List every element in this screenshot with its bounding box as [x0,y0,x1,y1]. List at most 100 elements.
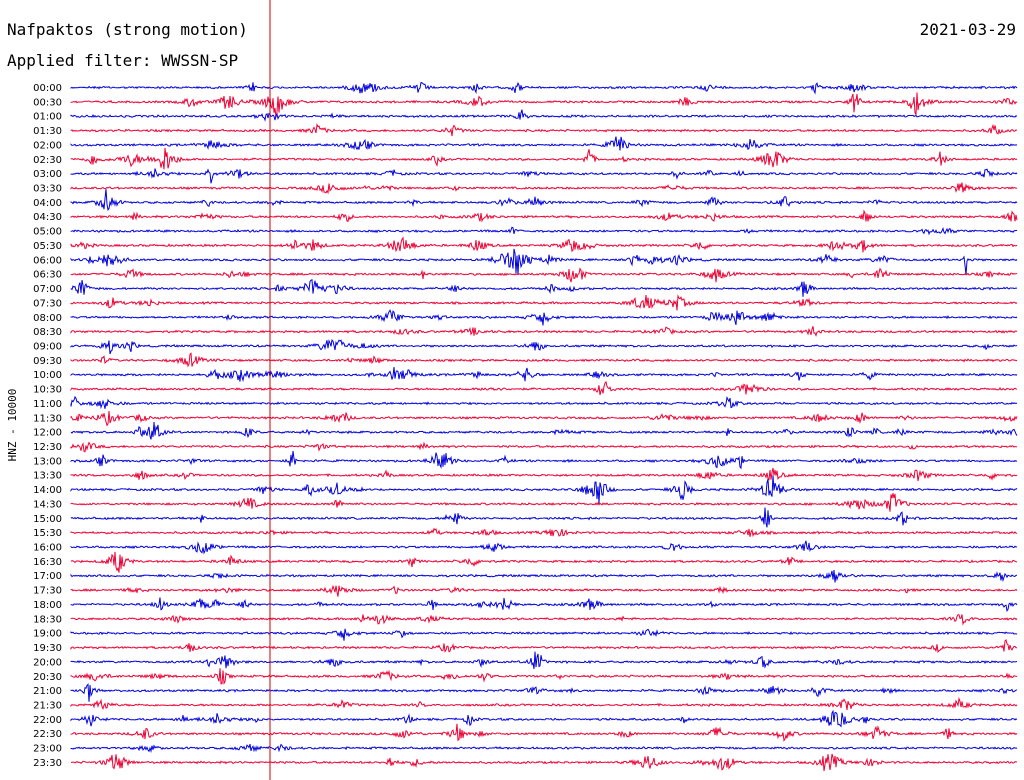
tick-label: 04:30 [33,212,62,223]
trace-line [70,352,1018,368]
trace-line [70,309,1018,326]
tick-label: 15:00 [33,514,62,525]
trace-line [70,294,1018,311]
tick-label: 09:30 [33,356,62,367]
tick-label: 11:30 [33,413,62,424]
trace-line [70,709,1018,728]
tick-label: 07:30 [33,298,62,309]
trace-line [70,411,1018,427]
trace-line [70,467,1018,481]
tick-label: 14:00 [33,485,62,496]
trace-line [70,507,1018,528]
trace-line [70,551,1018,573]
trace-line [70,279,1018,297]
trace-line [70,236,1018,253]
trace-line [70,380,1018,396]
tick-label: 21:00 [33,686,62,697]
trace-line [70,584,1018,597]
trace-line [70,450,1018,470]
tick-label: 16:00 [33,543,62,554]
date-label: 2021-03-29 [919,20,1016,39]
trace-line [70,628,1018,641]
tick-label: 12:00 [33,428,62,439]
filter-label: Applied filter: WWSSN-SP [7,51,239,70]
trace-line [70,395,1018,410]
trace-line [70,614,1018,626]
trace-line [70,743,1018,753]
tick-label: 21:30 [33,700,62,711]
trace-line [70,136,1018,151]
trace-line [70,696,1018,711]
trace-line [70,723,1018,742]
tick-label: 03:00 [33,169,62,180]
tick-label: 10:00 [33,370,62,381]
tick-label: 12:30 [33,442,62,453]
tick-label: 23:30 [33,758,62,769]
tick-label: 06:00 [33,255,62,266]
y-axis-label: HNZ - 10000 [6,389,19,462]
trace-line [70,182,1018,195]
trace-line [70,226,1018,236]
trace-line [70,639,1017,654]
tick-label: 05:30 [33,241,62,252]
tick-label: 18:30 [33,614,62,625]
trace-line [70,189,1018,211]
tick-label: 19:30 [33,643,62,654]
tick-label: 01:00 [33,112,62,123]
trace-line [71,753,1017,772]
tick-label: 22:00 [33,715,62,726]
trace-line [70,475,1018,504]
trace-line [70,366,1018,383]
tick-label: 02:30 [33,155,62,166]
trace-line [70,540,1018,555]
trace-line [70,683,1018,702]
tick-label: 16:30 [33,557,62,568]
trace-line [70,209,1018,223]
tick-label: 10:30 [33,385,62,396]
trace-line [70,570,1018,583]
trace-group [70,81,1018,772]
tick-label: 19:00 [33,629,62,640]
tick-label: 13:30 [33,471,62,482]
trace-line [70,339,1018,355]
trace-line [70,527,1017,538]
tick-label: 07:00 [33,284,62,295]
tick-label: 17:30 [33,586,62,597]
tick-label: 23:00 [33,744,62,755]
trace-line [70,651,1018,669]
tick-label: 08:30 [33,327,62,338]
tick-label: 14:30 [33,499,62,510]
tick-label-group: 00:00 00:30 01:00 01:30 02:00 02:30 03:00 03:30… [33,83,62,769]
tick-label: 02:00 [33,140,62,151]
trace-line [70,248,1018,275]
trace-line [70,147,1018,170]
tick-label: 04:00 [33,198,62,209]
trace-line [70,267,1018,283]
tick-label: 00:00 [33,83,62,94]
trace-line [70,668,1018,685]
tick-label: 08:00 [33,313,62,324]
trace-line [70,168,1018,184]
trace-line [70,597,1018,613]
tick-label: 20:00 [33,657,62,668]
trace-line [70,421,1018,440]
tick-label: 03:30 [33,184,62,195]
tick-label: 00:30 [33,97,62,108]
trace-line [70,92,1018,118]
tick-label: 05:00 [33,227,62,238]
tick-label: 22:30 [33,729,62,740]
tick-label: 11:00 [33,399,62,410]
trace-line [70,109,1018,122]
tick-label: 17:00 [33,571,62,582]
tick-label: 01:30 [33,126,62,137]
tick-label: 18:00 [33,600,62,611]
trace-line [70,123,1018,137]
tick-label: 06:30 [33,270,62,281]
tick-label: 20:30 [33,672,62,683]
tick-label: 15:30 [33,528,62,539]
trace-line [70,493,1018,512]
trace-line [70,326,1018,338]
trace-line [70,441,1018,453]
tick-label: 13:00 [33,456,62,467]
